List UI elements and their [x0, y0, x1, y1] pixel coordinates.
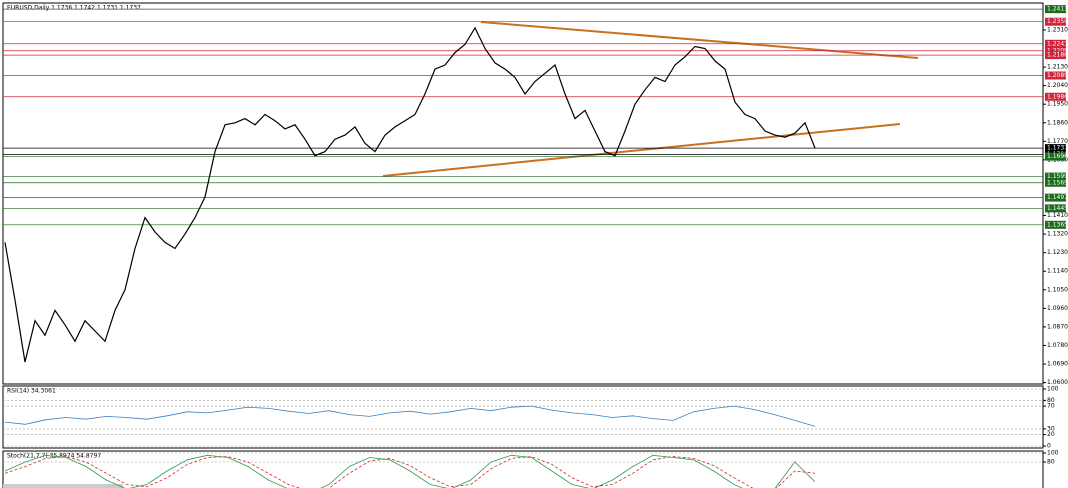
y-tick-label: 1.0780	[1047, 342, 1068, 349]
scrollbar	[3, 484, 123, 488]
y-tick-label: 1.2310	[1047, 26, 1068, 33]
level-label: 1.2350	[1047, 18, 1068, 25]
level-label-bg	[1045, 193, 1066, 202]
price-panel	[2, 2, 1044, 385]
level-label: 1.1569	[1047, 179, 1068, 186]
level-label: 1.2209	[1047, 47, 1068, 54]
level-label-bg	[1045, 71, 1066, 80]
y-tick-label: 1.1950	[1047, 101, 1068, 108]
level-label: 1.1737	[1047, 145, 1068, 152]
level-label: 1.2243	[1047, 40, 1068, 47]
plot	[3, 388, 1043, 447]
level-label-bg	[1045, 51, 1066, 60]
level-label: 1.1445	[1047, 205, 1068, 212]
level-label-bg	[1045, 5, 1066, 14]
y-tick-label: 20	[1047, 431, 1055, 438]
y-tick-label: 1.1770	[1047, 138, 1068, 145]
y-tick-label: 80	[1047, 397, 1055, 404]
series-line	[4, 454, 816, 488]
y-tick-label: 1.1410	[1047, 212, 1068, 219]
level-label: 1.1497	[1047, 194, 1068, 201]
series-line	[4, 405, 816, 427]
y-tick-label: 1.0600	[1047, 379, 1068, 386]
level-label-bg	[1045, 46, 1066, 55]
level-label: 1.1599	[1047, 173, 1068, 180]
level-label: 1.2188	[1047, 52, 1068, 59]
y-tick-label: 1.0690	[1047, 361, 1068, 368]
level-label-bg	[1045, 144, 1066, 153]
y-tick-label: 100	[1047, 386, 1059, 393]
rsi-panel	[2, 385, 1044, 449]
level-label-bg	[1045, 39, 1066, 48]
series-line	[4, 456, 816, 488]
y-tick-label: 1.1140	[1047, 268, 1068, 275]
level-label: 1.2089	[1047, 72, 1068, 79]
level-label: 1.2411	[1047, 6, 1068, 13]
y-tick-label: 1.0870	[1047, 323, 1068, 330]
y-tick-label: 1.1230	[1047, 249, 1068, 256]
y-tick-label: 1.1860	[1047, 119, 1068, 126]
level-label: 1.1986	[1047, 93, 1068, 100]
level-label-bg	[1045, 178, 1066, 187]
rsi-title: RSI(14) 34.3061	[7, 388, 56, 395]
y-tick-label: 70	[1047, 403, 1055, 410]
level-label-bg	[1045, 220, 1066, 229]
y-tick-label: 80	[1047, 459, 1055, 466]
level-label: 1.1365	[1047, 221, 1068, 228]
y-tick-label: 30	[1047, 425, 1055, 432]
stoch-panel	[2, 450, 1044, 488]
chart-title: EURUSD,Daily 1.1736 1.1742 1.1731 1.1737	[7, 5, 141, 12]
y-tick-label: 1.2040	[1047, 82, 1068, 89]
level-label-bg	[1045, 92, 1066, 101]
level-label-bg	[1045, 204, 1066, 213]
y-tick-label: 1.1320	[1047, 231, 1068, 238]
y-tick-label: 100	[1047, 450, 1059, 457]
y-tick-label: 1.0960	[1047, 305, 1068, 312]
trendline	[382, 123, 901, 177]
plot	[3, 452, 1043, 488]
trendline	[480, 21, 919, 59]
plot	[3, 8, 1043, 363]
level-label: 1.1696	[1047, 153, 1068, 160]
y-tick-label: 0	[1047, 443, 1051, 450]
level-label-bg	[1045, 152, 1066, 161]
y-tick-label: 1.2130	[1047, 64, 1068, 71]
y-tick-label: 1.1050	[1047, 286, 1068, 293]
level-label-bg	[1045, 172, 1066, 181]
level-label-bg	[1045, 17, 1066, 26]
series-line	[4, 26, 816, 363]
